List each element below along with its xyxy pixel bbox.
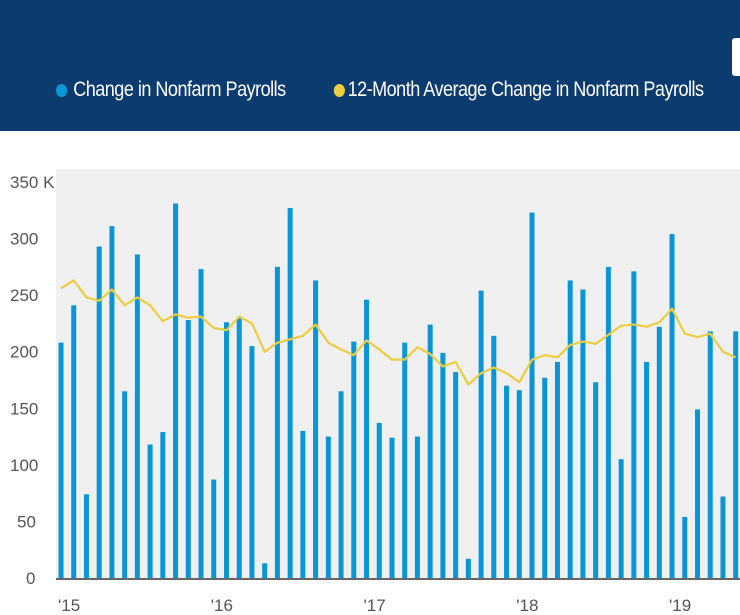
bar-38 (529, 212, 535, 578)
y-tick-label: 150 (10, 399, 38, 418)
bar-4 (96, 246, 102, 578)
bar-8 (147, 444, 153, 578)
y-tick-label: 100 (10, 456, 38, 475)
bar-13 (211, 479, 217, 578)
bar-25 (364, 299, 370, 578)
bar-22 (325, 436, 331, 578)
bar-15 (236, 317, 242, 578)
legend-dot-yellow-icon (333, 83, 345, 97)
bar-29 (414, 436, 420, 578)
bar-45 (618, 459, 624, 578)
y-tick-label: 0 (26, 569, 35, 588)
bar-32 (453, 372, 459, 578)
legend-item-payrolls: Change in Nonfarm Payrolls (56, 78, 286, 102)
bar-2 (71, 305, 77, 578)
bar-34 (478, 290, 484, 578)
legend-item-average: 12-Month Average Change in Nonfarm Payro… (333, 78, 704, 102)
bar-11 (185, 320, 191, 578)
bar-14 (223, 322, 229, 578)
bar-17 (262, 563, 268, 578)
bar-9 (160, 432, 166, 578)
x-tick-label: '15 (58, 596, 80, 615)
bar-5 (109, 226, 115, 578)
bar-10 (173, 203, 179, 579)
bar-44 (605, 266, 611, 578)
bar-33 (465, 558, 471, 578)
side-panel-tab[interactable] (732, 38, 740, 76)
bar-28 (402, 342, 408, 578)
chart-header: Change in Nonfarm Payrolls 12-Month Aver… (0, 0, 740, 131)
chart-legend: Change in Nonfarm Payrolls 12-Month Aver… (56, 78, 740, 102)
bar-50 (682, 516, 688, 578)
legend-dot-blue-icon (56, 83, 68, 97)
x-tick-label: '18 (516, 596, 538, 615)
bar-21 (313, 280, 319, 578)
y-tick-label: 50 (17, 512, 36, 531)
bar-41 (567, 280, 573, 578)
payrolls-chart: 0 50 100 150 200 250 300 350 K '15 '16 '17 '18 '19 (10, 169, 740, 615)
y-tick-label: 350 K (10, 173, 55, 192)
average-line (60, 279, 737, 386)
bar-40 (554, 361, 560, 578)
bar-16 (249, 346, 255, 578)
legend-label-payrolls: Change in Nonfarm Payrolls (73, 78, 286, 101)
bar-30 (427, 324, 433, 578)
bar-49 (669, 234, 675, 578)
bar-54 (733, 331, 739, 578)
bar-27 (389, 437, 395, 578)
bar-46 (631, 271, 637, 578)
bar-42 (580, 289, 586, 578)
bar-52 (707, 331, 713, 578)
bar-20 (300, 430, 306, 578)
x-tick-label: '17 (364, 596, 386, 615)
bar-51 (695, 409, 700, 578)
bar-47 (644, 361, 650, 578)
bar-26 (376, 422, 382, 578)
bar-19 (287, 208, 293, 578)
bar-39 (542, 377, 548, 578)
y-tick-label: 300 (10, 230, 38, 249)
bar-43 (593, 382, 599, 578)
bar-3 (83, 494, 89, 578)
bar-1 (58, 342, 64, 578)
bar-35 (491, 335, 497, 578)
bar-48 (656, 326, 662, 578)
x-tick-label: '16 (211, 596, 233, 615)
legend-label-average: 12-Month Average Change in Nonfarm Payro… (347, 78, 704, 101)
bar-53 (720, 496, 726, 578)
y-tick-label: 250 (10, 286, 38, 305)
bar-36 (504, 385, 510, 578)
plot-area (56, 169, 740, 580)
bar-23 (338, 391, 344, 578)
y-tick-label: 200 (10, 343, 38, 362)
bar-6 (122, 391, 128, 578)
bar-7 (134, 254, 140, 578)
bar-12 (198, 269, 204, 578)
bar-18 (274, 266, 280, 578)
x-tick-label: '19 (669, 596, 691, 615)
bar-24 (351, 341, 357, 578)
bar-31 (440, 352, 446, 578)
bar-37 (516, 390, 522, 578)
